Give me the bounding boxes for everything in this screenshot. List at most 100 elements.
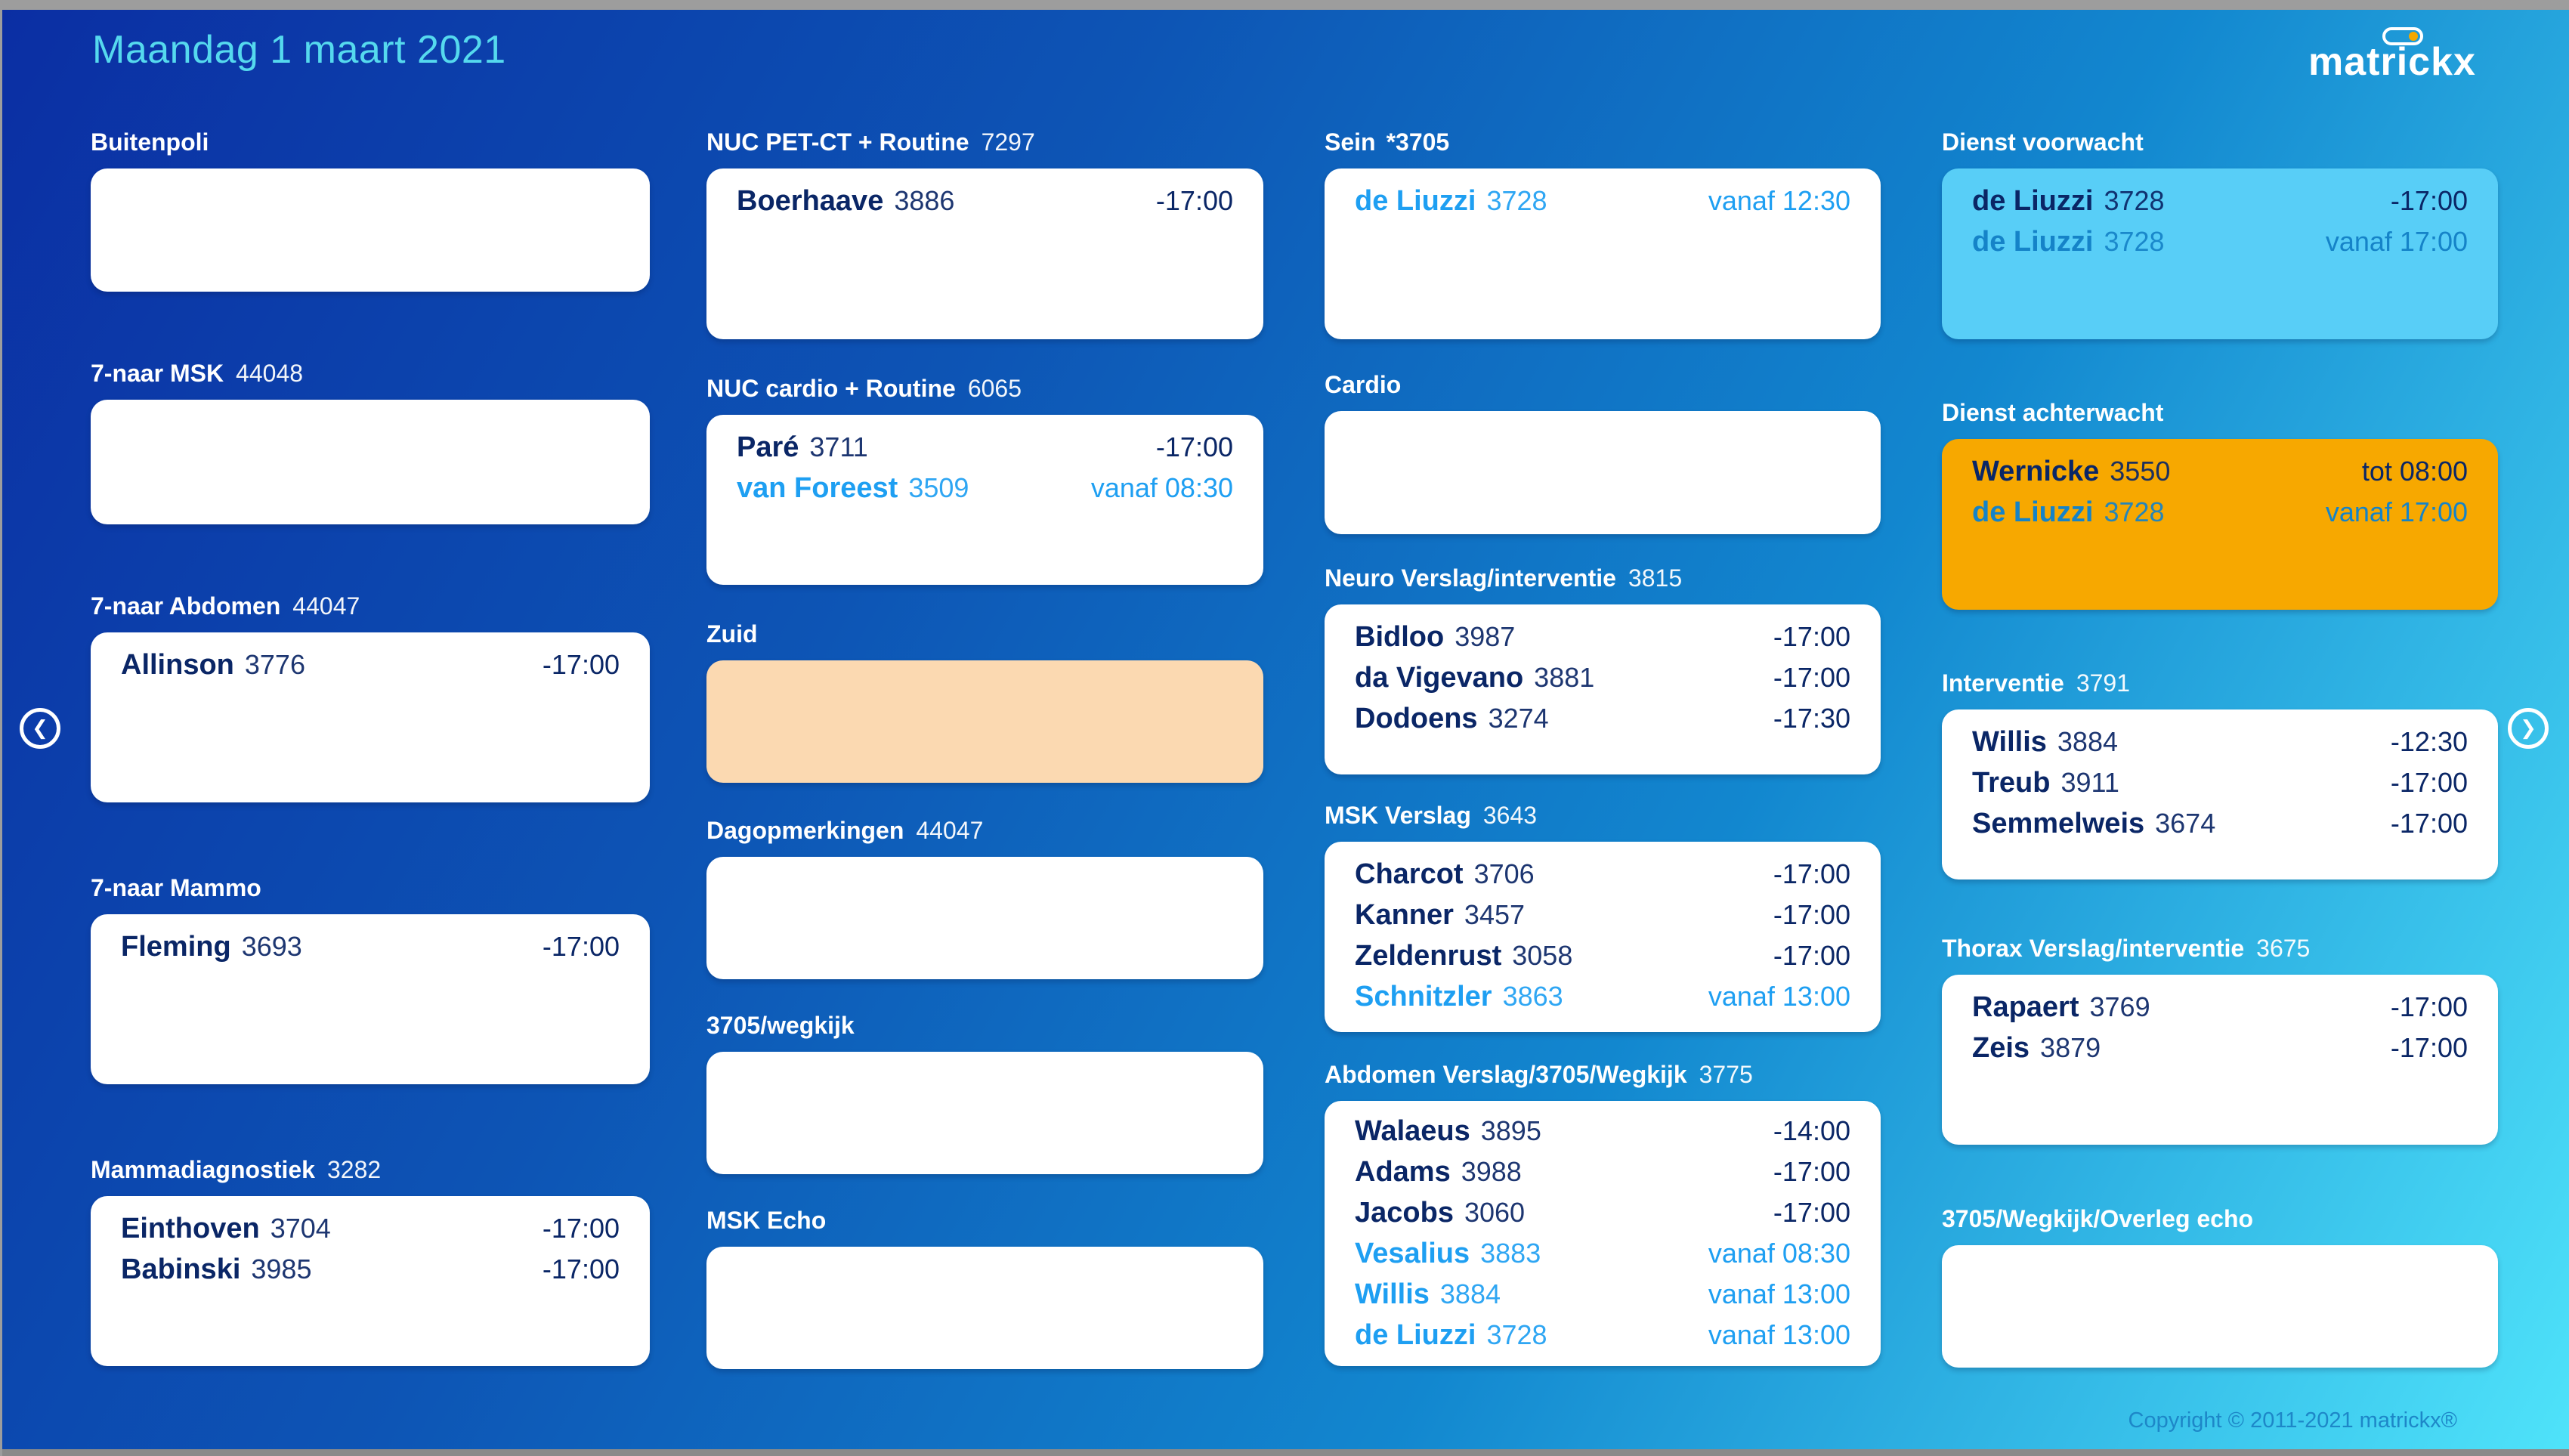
entry-time: vanaf 13:00 — [1708, 1278, 1850, 1309]
card-interventie[interactable]: Willis 3884 -12:30 Treub 3911 -17:00 Semmelw… — [1942, 709, 2498, 879]
card-mammadiagnostiek[interactable]: Einthoven 3704 -17:00 Babinski 3985 -17:00 — [91, 1196, 650, 1366]
section-7naar-mammo: 7-naar Mammo Fleming 3693 -17:00 — [91, 872, 650, 1084]
schedule-entry[interactable]: de Liuzzi 3728 vanaf 17:00 — [1972, 221, 2468, 262]
card-cardio[interactable] — [1325, 411, 1881, 534]
schedule-entry[interactable]: Walaeus 3895 -14:00 — [1355, 1111, 1850, 1152]
card-msk-echo[interactable] — [706, 1247, 1263, 1369]
section-label: Cardio — [1325, 371, 1402, 398]
schedule-entry[interactable]: de Liuzzi 3728 vanaf 17:00 — [1972, 492, 2468, 533]
chevron-left-icon: ❮ — [32, 717, 48, 740]
card-nuc-cardio[interactable]: Paré 3711 -17:00 van Foreest 3509 vanaf 08:3… — [706, 415, 1263, 585]
section-label: Interventie — [1942, 669, 2064, 697]
section-7naar-msk: 7-naar MSK 44048 — [91, 357, 650, 524]
schedule-entry[interactable]: Rapaert 3769 -17:00 — [1972, 987, 2468, 1028]
schedule-entry[interactable]: Zeldenrust 3058 -17:00 — [1355, 935, 1850, 976]
schedule-entry[interactable]: Treub 3911 -17:00 — [1972, 762, 2468, 803]
person-number: 3728 — [2104, 226, 2165, 257]
schedule-entry[interactable]: Zeis 3879 -17:00 — [1972, 1028, 2468, 1068]
schedule-entry[interactable]: van Foreest 3509 vanaf 08:30 — [737, 468, 1233, 509]
section-sein: Sein *3705 de Liuzzi 3728 vanaf 12:30 — [1325, 126, 1881, 339]
entry-time: -17:00 — [542, 1254, 620, 1284]
section-label: Abdomen Verslag/3705/Wegkijk — [1325, 1061, 1687, 1088]
card-thorax-verslag[interactable]: Rapaert 3769 -17:00 Zeis 3879 -17:00 — [1942, 975, 2498, 1145]
next-day-button[interactable]: ❯ — [2508, 708, 2549, 749]
section-code: 44048 — [236, 360, 304, 387]
person-name: Babinski — [121, 1254, 241, 1285]
schedule-entry[interactable]: Fleming 3693 -17:00 — [121, 926, 620, 967]
person-number: 3457 — [1464, 899, 1526, 930]
person-name: Wernicke — [1972, 456, 2100, 487]
card-7naar-abdomen[interactable]: Allinson 3776 -17:00 — [91, 632, 650, 802]
section-label: Neuro Verslag/interventie — [1325, 564, 1616, 592]
entry-time: vanaf 13:00 — [1708, 981, 1850, 1012]
schedule-entry[interactable]: Schnitzler 3863 vanaf 13:00 — [1355, 976, 1850, 1017]
entry-time: -17:00 — [1773, 662, 1850, 693]
schedule-entry[interactable]: Willis 3884 vanaf 13:00 — [1355, 1274, 1850, 1315]
card-buitenpoli[interactable] — [91, 168, 650, 292]
card-sein[interactable]: de Liuzzi 3728 vanaf 12:30 — [1325, 168, 1881, 339]
section-label: 3705/wegkijk — [706, 1012, 855, 1039]
logo-dot-icon — [2409, 32, 2418, 41]
card-abdomen-verslag[interactable]: Walaeus 3895 -14:00 Adams 3988 -17:00 Jacobs… — [1325, 1101, 1881, 1366]
column-4: Dienst voorwacht de Liuzzi 3728 -17:00 de … — [1942, 0, 2498, 1456]
entry-time: vanaf 17:00 — [2325, 226, 2468, 257]
card-dagopmerkingen[interactable] — [706, 857, 1263, 979]
schedule-entry[interactable]: Willis 3884 -12:30 — [1972, 722, 2468, 762]
schedule-entry[interactable]: de Liuzzi 3728 vanaf 12:30 — [1355, 181, 1850, 221]
entry-time: -17:00 — [2390, 808, 2468, 839]
card-7naar-mammo[interactable]: Fleming 3693 -17:00 — [91, 914, 650, 1084]
card-7naar-msk[interactable] — [91, 400, 650, 524]
schedule-entry[interactable]: Dodoens 3274 -17:30 — [1355, 698, 1850, 739]
card-3705-wegkijk-overleg-echo[interactable] — [1942, 1245, 2498, 1368]
schedule-entry[interactable]: Bidloo 3987 -17:00 — [1355, 617, 1850, 657]
person-number: 3728 — [1486, 1319, 1547, 1350]
person-number: 3550 — [2110, 456, 2171, 487]
schedule-entry[interactable]: Adams 3988 -17:00 — [1355, 1152, 1850, 1192]
entry-time: -12:30 — [2390, 726, 2468, 757]
schedule-entry[interactable]: Allinson 3776 -17:00 — [121, 645, 620, 685]
column-2: NUC PET-CT + Routine 7297 Boerhaave 3886 -1… — [706, 0, 1263, 1456]
section-dienst-voorwacht: Dienst voorwacht de Liuzzi 3728 -17:00 de … — [1942, 126, 2498, 339]
card-nuc-petct[interactable]: Boerhaave 3886 -17:00 — [706, 168, 1263, 339]
person-name: van Foreest — [737, 472, 898, 504]
entry-time: vanaf 17:00 — [2325, 496, 2468, 527]
section-label: Dienst voorwacht — [1942, 128, 2144, 156]
schedule-entry[interactable]: Wernicke 3550 tot 08:00 — [1972, 451, 2468, 492]
schedule-entry[interactable]: Babinski 3985 -17:00 — [121, 1249, 620, 1290]
entry-time: -14:00 — [1773, 1115, 1850, 1146]
card-3705-wegkijk[interactable] — [706, 1052, 1263, 1174]
person-name: Zeldenrust — [1355, 940, 1502, 972]
section-3705-wegkijk: 3705/wegkijk — [706, 1009, 1263, 1174]
card-msk-verslag[interactable]: Charcot 3706 -17:00 Kanner 3457 -17:00 Zelde… — [1325, 842, 1881, 1032]
schedule-entry[interactable]: Jacobs 3060 -17:00 — [1355, 1192, 1850, 1233]
schedule-entry[interactable]: de Liuzzi 3728 vanaf 13:00 — [1355, 1315, 1850, 1356]
person-name: Einthoven — [121, 1213, 260, 1244]
section-dagopmerkingen: Dagopmerkingen 44047 — [706, 815, 1263, 979]
schedule-entry[interactable]: Boerhaave 3886 -17:00 — [737, 181, 1233, 221]
schedule-entry[interactable]: da Vigevano 3881 -17:00 — [1355, 657, 1850, 698]
previous-day-button[interactable]: ❮ — [20, 708, 60, 749]
logo-pill-icon — [2382, 27, 2423, 45]
section-label: NUC PET-CT + Routine — [706, 128, 969, 156]
person-number: 3711 — [809, 431, 868, 462]
schedule-entry[interactable]: Kanner 3457 -17:00 — [1355, 895, 1850, 935]
card-neuro-verslag[interactable]: Bidloo 3987 -17:00 da Vigevano 3881 -17:00 D… — [1325, 604, 1881, 774]
person-name: Allinson — [121, 649, 234, 681]
copyright-notice: Copyright © 2011-2021 matrickx® — [2128, 1408, 2458, 1433]
person-number: 3674 — [2155, 808, 2216, 839]
person-name: de Liuzzi — [1972, 226, 2094, 258]
entry-time: -17:00 — [1155, 431, 1233, 462]
schedule-entry[interactable]: Einthoven 3704 -17:00 — [121, 1208, 620, 1249]
schedule-entry[interactable]: de Liuzzi 3728 -17:00 — [1972, 181, 2468, 221]
schedule-entry[interactable]: Charcot 3706 -17:00 — [1355, 854, 1850, 895]
entry-time: tot 08:00 — [2361, 456, 2468, 487]
schedule-entry[interactable]: Vesalius 3883 vanaf 08:30 — [1355, 1233, 1850, 1274]
schedule-entry[interactable]: Semmelweis 3674 -17:00 — [1972, 803, 2468, 844]
card-zuid[interactable] — [706, 660, 1263, 783]
schedule-entry[interactable]: Paré 3711 -17:00 — [737, 427, 1233, 468]
card-dienst-achterwacht[interactable]: Wernicke 3550 tot 08:00 de Liuzzi 3728 vanaf… — [1942, 439, 2498, 610]
section-code: 6065 — [967, 375, 1022, 402]
section-nuc-petct: NUC PET-CT + Routine 7297 Boerhaave 3886 -1… — [706, 126, 1263, 339]
entry-time: vanaf 08:30 — [1708, 1238, 1850, 1269]
card-dienst-voorwacht[interactable]: de Liuzzi 3728 -17:00 de Liuzzi 3728 vanaf 1… — [1942, 168, 2498, 339]
